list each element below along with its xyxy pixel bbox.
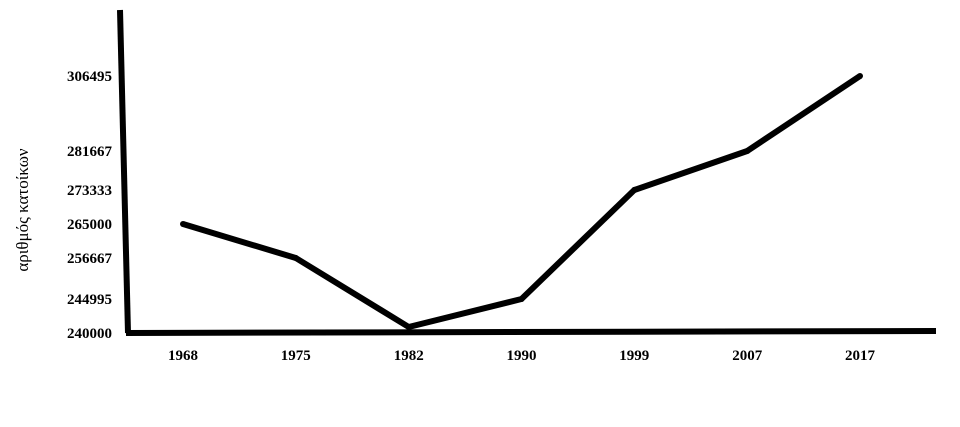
x-tick-label: 1975: [281, 348, 311, 364]
x-tick-label: 2007: [732, 348, 763, 364]
data-points: [180, 73, 863, 330]
x-tick-label: 1990: [507, 348, 537, 364]
x-tick-label: 1999: [619, 348, 649, 364]
x-axis-tick-labels: 1968 1975 1982 1990 1999 2007 2017: [168, 348, 876, 364]
y-tick-label: 244995: [67, 292, 112, 308]
data-point: [518, 296, 525, 302]
data-point: [631, 187, 638, 193]
data-point: [405, 324, 412, 330]
data-point: [292, 255, 299, 261]
data-point: [857, 73, 863, 79]
y-axis-title: αριθμός κατοίκων: [13, 148, 32, 272]
y-tick-label: 306495: [67, 69, 112, 85]
y-tick-label: 273333: [67, 183, 112, 199]
x-tick-label: 1968: [168, 348, 198, 364]
y-axis-line: [117, 9, 131, 334]
y-tick-label: 281667: [67, 144, 113, 160]
y-tick-label: 240000: [67, 326, 112, 342]
x-axis-line: [125, 328, 937, 336]
data-point: [744, 148, 751, 154]
data-point: [180, 221, 186, 227]
x-tick-label: 1982: [394, 348, 424, 364]
y-axis-tick-labels: 306495 281667 273333 265000 256667 244995 2400…: [67, 69, 113, 342]
y-tick-label: 256667: [67, 251, 113, 267]
x-tick-label: 2017: [845, 348, 876, 364]
y-tick-label: 265000: [67, 217, 112, 233]
